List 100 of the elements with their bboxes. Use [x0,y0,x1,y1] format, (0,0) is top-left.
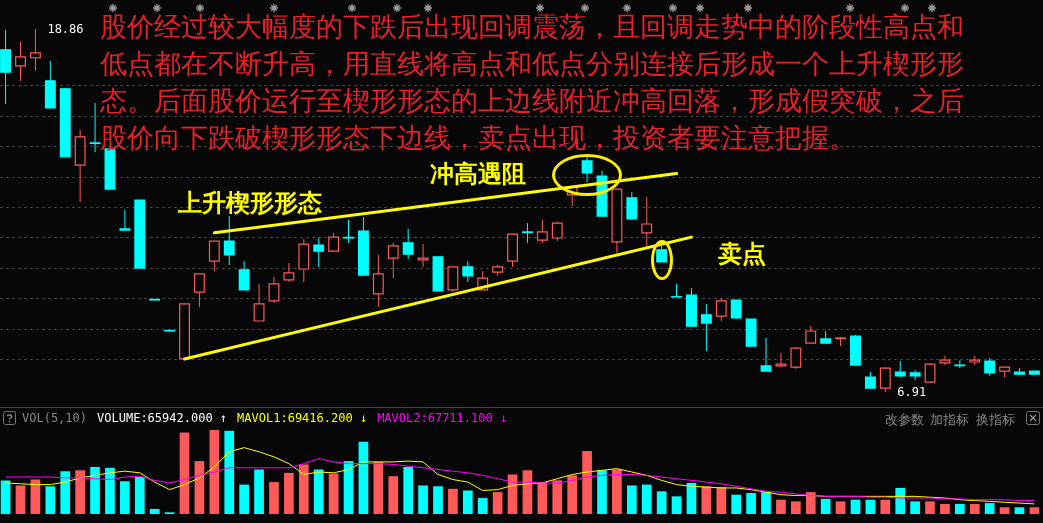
candlestick [641,196,653,248]
bar [731,494,742,514]
bar [224,430,235,514]
text: MAVOL2:67711.100 ↓ [377,411,508,425]
bar [612,469,622,514]
candlestick [939,355,951,366]
bar [835,501,846,514]
bar [388,476,399,514]
bar [0,480,11,514]
bar [313,469,324,514]
candlestick [522,222,533,244]
annotation: 6.91 [897,385,927,400]
bar [209,430,220,514]
bar [791,501,801,514]
bar [462,490,473,514]
candlestick [447,266,459,293]
bar [298,464,309,514]
bar [641,484,652,514]
candlestick [790,346,802,370]
text: 改参数 [885,411,924,429]
bar [418,485,428,514]
bar [567,475,578,514]
bar [552,480,563,514]
bar [820,498,831,514]
bar [492,492,503,514]
annotation: 冲高遇阻 [430,158,526,190]
candlestick [208,240,220,272]
candlestick [283,262,295,283]
candlestick [0,29,12,105]
candlestick [954,359,966,369]
bar [999,507,1010,514]
bar [134,477,145,514]
candlestick [223,215,235,266]
candlestick [775,352,787,368]
bar [105,467,115,514]
candlestick [626,191,638,221]
bar [149,508,160,514]
candlestick [119,209,131,231]
bar [582,451,592,514]
candlestick [193,273,205,308]
bar [269,482,279,514]
bar [403,466,414,514]
bar [1029,507,1040,514]
bar [969,503,980,514]
annotation: 18.86 [47,21,84,36]
bar [239,484,249,514]
candlestick [268,276,280,304]
series-label: MAVOL1:69416.200 ↓ [237,411,368,425]
bar [910,501,920,514]
candlestick [462,260,474,283]
candlestick [253,283,265,322]
candlestick [387,242,399,279]
bar [761,492,771,514]
candlestick [715,297,727,322]
bar [75,470,85,514]
annotation: 上升楔形形态 [178,187,322,219]
bar [284,472,294,514]
candlestick [581,156,593,183]
bar [597,470,607,514]
text: 换指标 [976,411,1015,429]
candlestick [15,41,26,82]
bar [656,491,667,514]
candlestick [402,228,414,260]
bar [671,496,682,514]
annotation: 卖点 [718,238,766,270]
bar [254,469,264,514]
candlestick [343,219,354,244]
candlestick [29,28,41,72]
candlestick [879,366,891,393]
bar [776,499,786,514]
bar [60,471,71,514]
bar [120,481,130,514]
bar [925,501,935,514]
bar [626,485,637,514]
candlestick [760,337,772,372]
candlestick [700,303,712,352]
candlestick [238,260,250,291]
bar [477,498,488,514]
bar [746,493,756,514]
candlestick [313,237,325,268]
bar [1014,507,1025,514]
candlestick [328,232,340,252]
bar [716,487,727,514]
candlestick [417,243,429,268]
bar [850,499,861,514]
text: 股价经过较大幅度的下跌后出现回调震荡，且回调走势中的阶段性高点和低点都在不断升高，用直线将高点和低点分别连接后形成一个上升楔形形态。后面股价运行至楔形形态的上边线附近冲高回落，形成假突破，之后股价向下跌破楔形形态下边线，卖点出现，投资者要注意把握。 [100,10,965,155]
series-label: VOLUME:65942.000 ↑ [97,411,228,425]
bar [15,485,26,514]
bar [805,492,816,514]
candlestick [671,283,683,298]
bar [865,499,876,514]
chart-title: VOL(5,10) [22,411,88,425]
bar [90,466,100,514]
bar [328,473,339,514]
candlestick [536,219,548,244]
bar [984,503,995,514]
bar [433,486,443,514]
bar [955,503,965,514]
candlestick [89,102,101,153]
text: 加指标 [930,411,969,429]
